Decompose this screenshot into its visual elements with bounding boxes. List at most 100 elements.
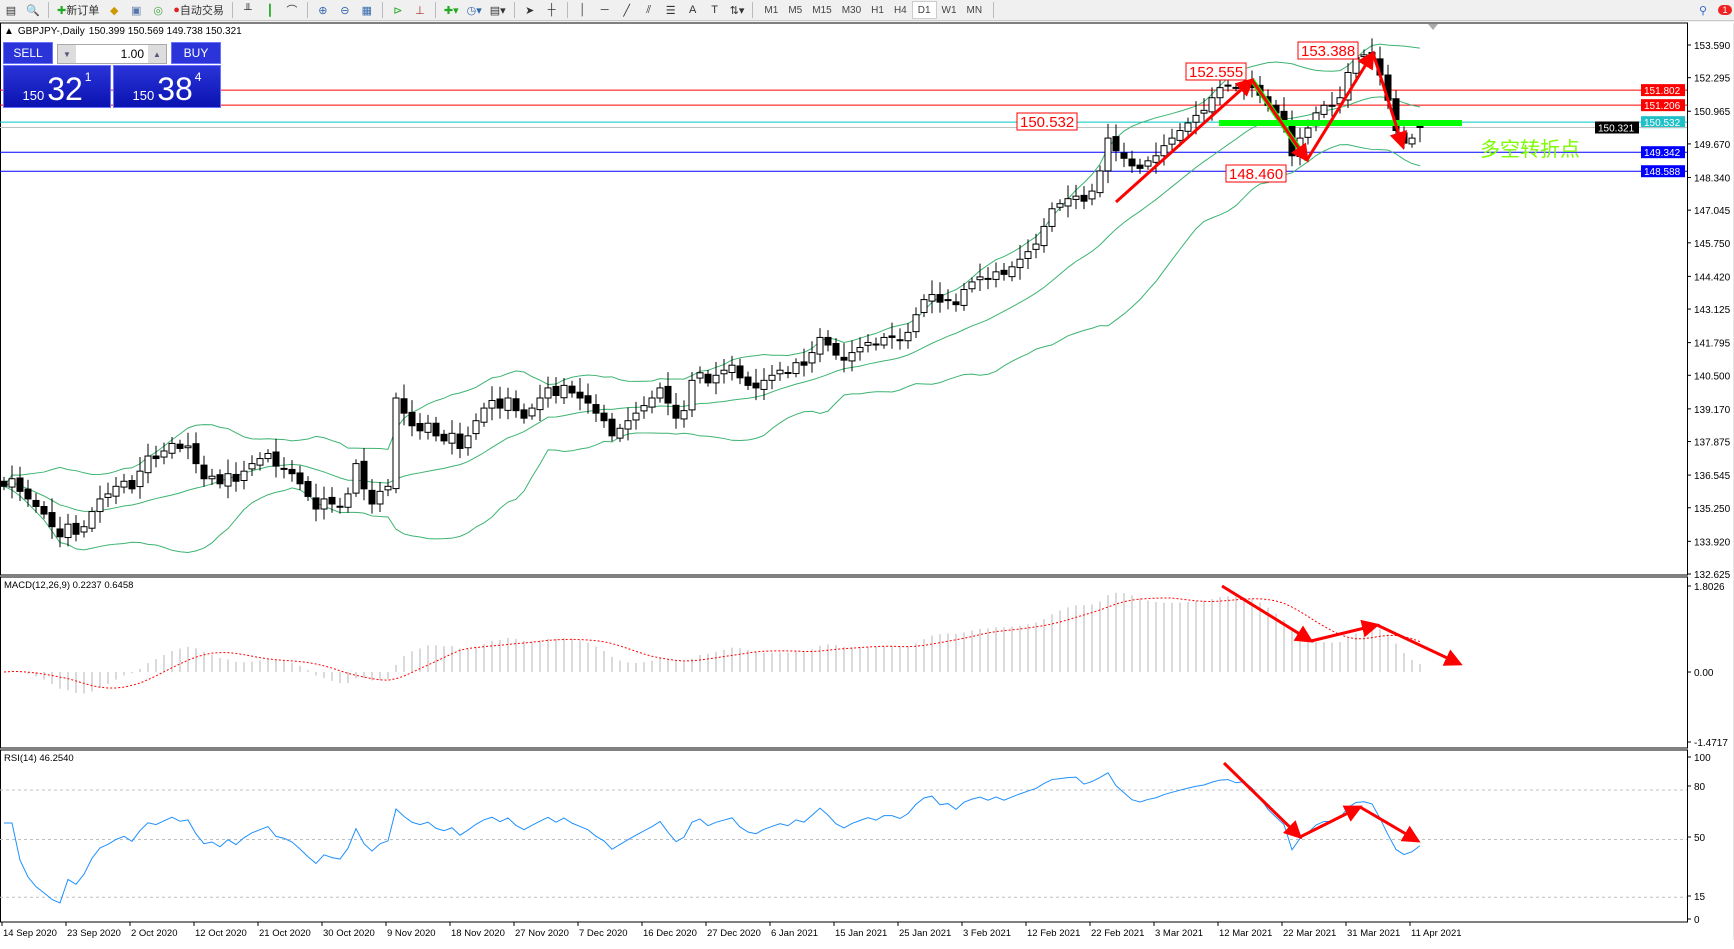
symbol-label: GBPJPY-,Daily [17,26,85,37]
arrows-icon[interactable]: ⇅▾ [729,4,745,17]
zoom-in-icon[interactable]: ⊕ [318,4,328,17]
line-chart-icon[interactable]: ⌒ [286,5,298,17]
decrease-lot-icon[interactable]: ▼ [58,45,76,63]
price-chart[interactable]: 153.590 152.295 150.965 149.670 148.340 147.0… [0,22,1734,949]
date-tick-label: 3 Mar 2021 [1155,928,1203,939]
price-line-tag [1595,121,1639,134]
price-label: 153.388 [1301,43,1355,60]
toolbar: ▤ 🔍 ✚ 新订单 ◆ ▣ ◎ ● 自动交易 ╨ ┃ ⌒ ⊕ ⊖ ▦ ⊳ ⊥ ✚▾ … [0,0,1734,21]
cursor-icon[interactable]: ➤ [525,4,535,17]
notification-icon[interactable]: 1 [1716,1,1734,19]
timeframe-h1[interactable]: H1 [871,4,884,16]
candle-body [656,387,664,399]
fibonacci-icon[interactable]: ☰ [665,4,676,17]
price-tick-label: 141.795 [1694,339,1731,350]
buy-button[interactable]: BUY [171,42,221,64]
strategy-icon[interactable]: ◆ [109,4,119,17]
candle-body [744,376,752,386]
timeframe-m15[interactable]: M15 [812,4,832,16]
bar-chart-icon[interactable]: ╨ [243,4,252,16]
candle-body [936,294,944,303]
price-line-label: 150.321 [1598,123,1635,134]
trendline-icon[interactable]: ╱ [623,4,630,17]
terminal-icon[interactable]: ▣ [131,4,142,17]
equidistant-channel-icon[interactable]: ⫽ [646,3,652,16]
window-icon[interactable]: ▤ [5,4,17,17]
sell-price[interactable]: 150 32 1 [3,65,111,108]
auto-scroll-icon[interactable]: ⊳ [393,4,403,17]
candle-body [208,475,216,480]
candle-body [1048,208,1056,227]
zoom-out-icon[interactable]: ⊖ [340,4,350,17]
auto-trading-button[interactable]: ● 自动交易 [171,1,226,19]
collapse-icon[interactable]: ▲ [4,26,14,37]
search-icon[interactable]: ⚲ [1698,4,1708,17]
candle-body [1304,127,1312,138]
divider [48,2,49,18]
timeframe-d1[interactable]: D1 [911,1,937,19]
candle-body [152,455,160,460]
increase-lot-icon[interactable]: ▲ [148,45,166,63]
candle-body [1000,269,1008,275]
trend-arrow [1299,805,1363,839]
candle-body [120,480,128,488]
price-tick-label: 144.420 [1694,272,1731,283]
timeframe-w1[interactable]: W1 [941,4,957,16]
candle-body [632,412,640,421]
candle-body [896,339,904,342]
candle-body [16,477,24,492]
lot-value[interactable]: 1.00 [120,47,144,61]
candle-body [712,374,720,384]
candle-body [944,299,952,302]
candle-body [320,498,328,510]
date-tick-label: 6 Jan 2021 [771,928,818,939]
candle-body [1072,195,1080,200]
candle-body [560,384,568,399]
timeframe-mn[interactable]: MN [966,4,983,16]
new-order-label: 新订单 [66,5,100,17]
horizontal-line-icon[interactable]: ─ [600,4,609,16]
candle-body [1136,164,1144,169]
vertical-line-icon[interactable]: │ [579,4,587,16]
candlestick-icon[interactable]: ┃ [266,4,274,17]
lot-size-input[interactable]: ▼ 1.00 ▲ [57,44,167,64]
timeframe-m1[interactable]: M1 [764,4,779,16]
chart-window[interactable]: 153.590 152.295 150.965 149.670 148.340 147.0… [0,22,1734,949]
candle-body [1168,137,1176,145]
zoom-view-icon[interactable]: 🔍 [26,4,40,17]
timeframe-m5[interactable]: M5 [788,4,803,16]
tile-windows-icon[interactable]: ▦ [361,4,373,17]
periods-icon[interactable]: ◷▾ [466,4,482,17]
date-tick-label: 22 Feb 2021 [1091,928,1144,939]
trend-arrow [1114,77,1255,204]
rsi-tick-label: 0 [1694,915,1700,926]
new-order-button[interactable]: ✚ 新订单 [55,1,101,19]
date-tick-label: 12 Mar 2021 [1219,928,1272,939]
buy-price[interactable]: 150 38 4 [113,65,221,108]
price-line-tag [1641,116,1685,129]
date-tick-label: 12 Feb 2021 [1027,928,1080,939]
templates-icon[interactable]: ▤▾ [489,4,506,17]
timeframe-h4[interactable]: H4 [893,4,907,16]
candle-body [880,336,888,346]
candle-body [0,480,8,487]
sell-button[interactable]: SELL [3,42,53,64]
price-line-label: 149.342 [1644,148,1681,159]
timeframe-m30[interactable]: M30 [841,4,862,16]
candle-body [808,352,816,364]
candle-body [304,481,312,497]
candle-body [1176,130,1184,141]
text-label-icon[interactable]: T [711,4,719,16]
chart-shift-icon[interactable]: ⊥ [415,4,425,17]
indicators-icon[interactable]: ✚▾ [443,4,459,17]
candle-body [680,410,688,420]
text-icon[interactable]: A [689,4,697,16]
candle-body [520,409,528,419]
divider [513,2,515,18]
date-tick-label: 16 Dec 2020 [643,928,697,939]
candle-body [864,341,872,346]
candle-body [1056,203,1064,208]
signal-icon[interactable]: ◎ [153,4,164,17]
candle-body [336,505,344,508]
crosshair-icon[interactable]: ┼ [547,4,556,16]
